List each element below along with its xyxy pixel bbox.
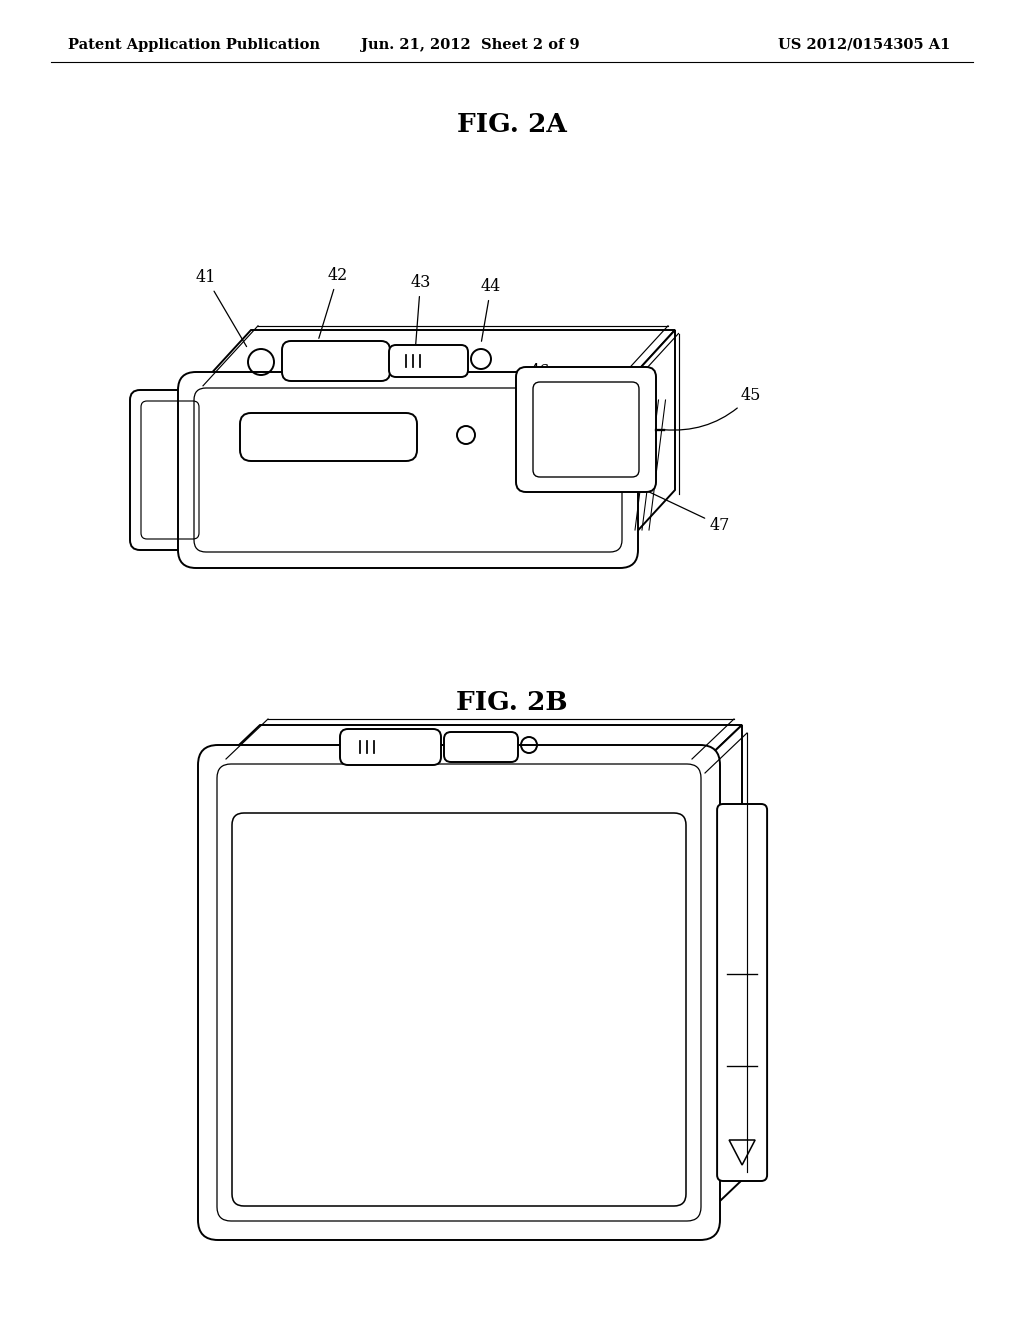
FancyBboxPatch shape	[130, 389, 210, 550]
Text: Patent Application Publication: Patent Application Publication	[68, 38, 319, 51]
FancyBboxPatch shape	[282, 341, 390, 381]
FancyBboxPatch shape	[240, 413, 417, 461]
FancyBboxPatch shape	[340, 729, 441, 766]
FancyBboxPatch shape	[232, 813, 686, 1206]
Text: 18: 18	[213, 1031, 310, 1051]
FancyBboxPatch shape	[444, 733, 518, 762]
FancyBboxPatch shape	[198, 744, 720, 1239]
Text: 47: 47	[647, 491, 730, 535]
Text: 46: 46	[482, 363, 550, 424]
Polygon shape	[218, 725, 742, 766]
Text: FIG. 2A: FIG. 2A	[457, 112, 567, 137]
Text: FIG. 2B: FIG. 2B	[456, 689, 568, 714]
Polygon shape	[196, 330, 675, 389]
Text: US 2012/0154305 A1: US 2012/0154305 A1	[777, 38, 950, 51]
Text: 45: 45	[664, 387, 762, 430]
Polygon shape	[620, 330, 675, 550]
Text: 41: 41	[196, 269, 247, 347]
Text: 44: 44	[481, 279, 501, 342]
Text: 43: 43	[411, 275, 431, 345]
Text: Jun. 21, 2012  Sheet 2 of 9: Jun. 21, 2012 Sheet 2 of 9	[360, 38, 580, 51]
FancyBboxPatch shape	[178, 372, 638, 568]
FancyBboxPatch shape	[717, 804, 767, 1181]
FancyBboxPatch shape	[516, 367, 656, 492]
Polygon shape	[700, 725, 742, 1220]
Text: 42: 42	[318, 267, 348, 338]
FancyBboxPatch shape	[389, 345, 468, 378]
